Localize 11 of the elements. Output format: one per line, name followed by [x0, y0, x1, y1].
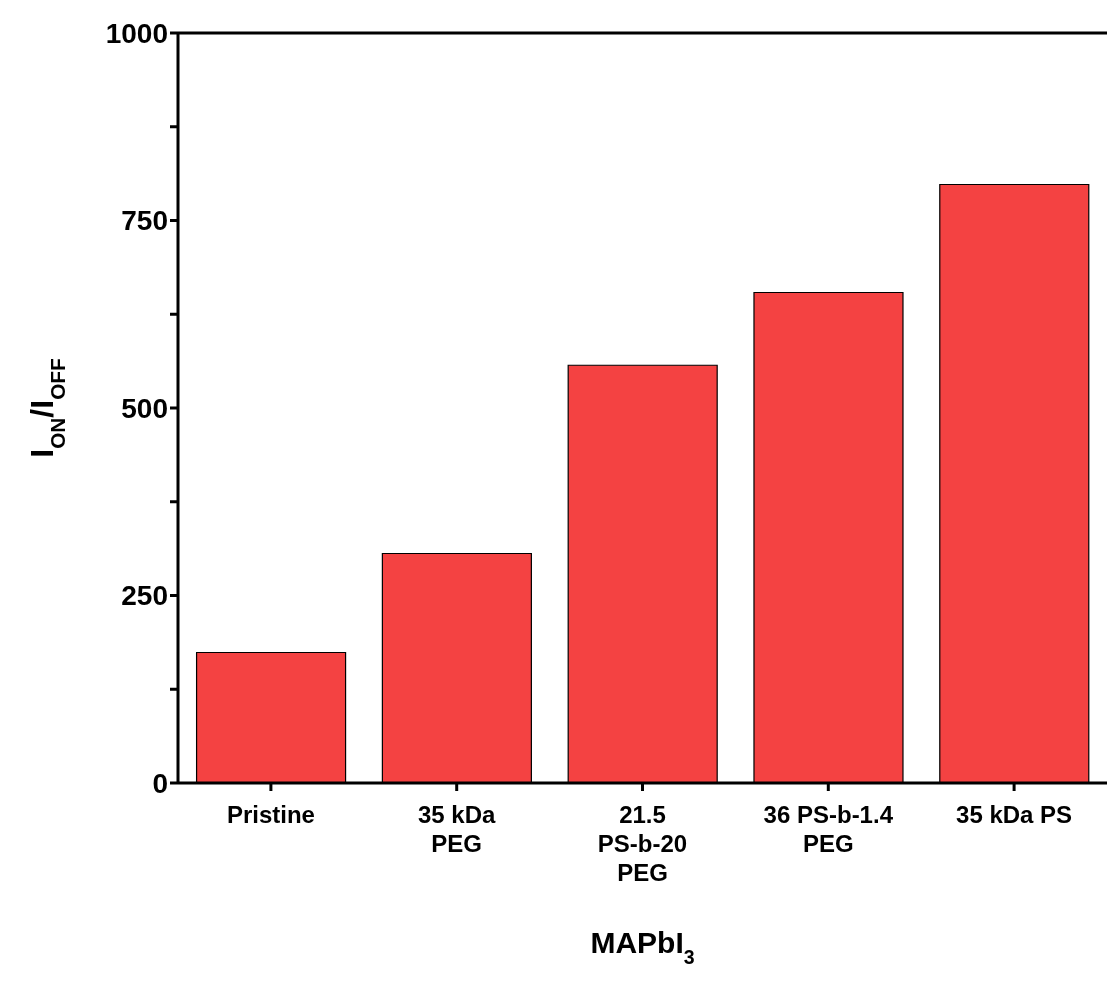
y-tick-label: 1000 [105, 17, 168, 49]
y-tick-label: 250 [121, 580, 168, 612]
x-tick-label: 36 PS-b-1.4 PEG [763, 801, 894, 857]
x-tick-label: 35 kDa PEG [418, 801, 497, 857]
x-tick-label: 21.5 PS-b-20 PEG [597, 801, 688, 886]
x-tick-label: 35 kDa PS [956, 801, 1073, 828]
x-tick-label: Pristine [226, 801, 315, 828]
y-tick-label: 750 [121, 205, 168, 237]
y-tick-label: 500 [121, 392, 168, 424]
x-axis-title: MAPbI$_{3}$ [590, 926, 695, 968]
y-tick-label: 0 [152, 767, 168, 799]
